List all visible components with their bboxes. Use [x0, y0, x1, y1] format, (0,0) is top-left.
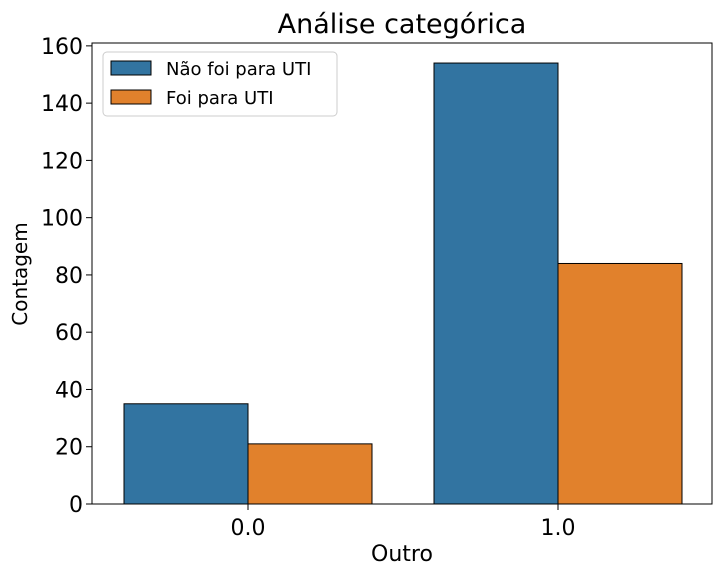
bars-group: [123, 62, 683, 505]
legend-label-nao-foi-para-uti: Não foi para UTI: [166, 59, 311, 80]
x-axis-ticks: 0.0 1.0: [231, 504, 576, 541]
y-tick-label-20: 20: [55, 436, 83, 461]
y-tick-label-60: 60: [55, 321, 83, 346]
y-tick-label-120: 120: [41, 149, 83, 174]
y-tick-label-80: 80: [55, 264, 83, 289]
y-tick-label-40: 40: [55, 378, 83, 403]
x-axis-label: Outro: [371, 542, 433, 567]
y-tick-label-100: 100: [41, 207, 83, 232]
legend-swatch-foi-para-uti: [110, 89, 152, 105]
plot-frame: [91, 42, 713, 505]
bar-nao-foi-para-uti-1-0: [433, 62, 559, 505]
y-axis-ticks: 0 20 40 60 80 100 120 140 160: [41, 35, 92, 518]
y-tick-label-160: 160: [41, 35, 83, 60]
legend: Não foi para UTI Foi para UTI: [102, 51, 338, 117]
legend-swatch-nao-foi-para-uti: [110, 60, 152, 76]
bar-foi-para-uti-1-0: [557, 262, 683, 505]
legend-frame: [102, 51, 338, 117]
chart-title: Análise categórica: [278, 9, 527, 40]
x-tick-label-0-0: 0.0: [231, 516, 266, 541]
y-axis-label: Contagem: [8, 222, 32, 325]
y-tick-label-140: 140: [41, 92, 83, 117]
bar-nao-foi-para-uti-0-0: [123, 403, 249, 505]
y-tick-label-0: 0: [69, 493, 83, 518]
x-tick-label-1-0: 1.0: [541, 516, 576, 541]
bar-foi-para-uti-0-0: [247, 443, 373, 505]
legend-label-foi-para-uti: Foi para UTI: [166, 88, 274, 109]
